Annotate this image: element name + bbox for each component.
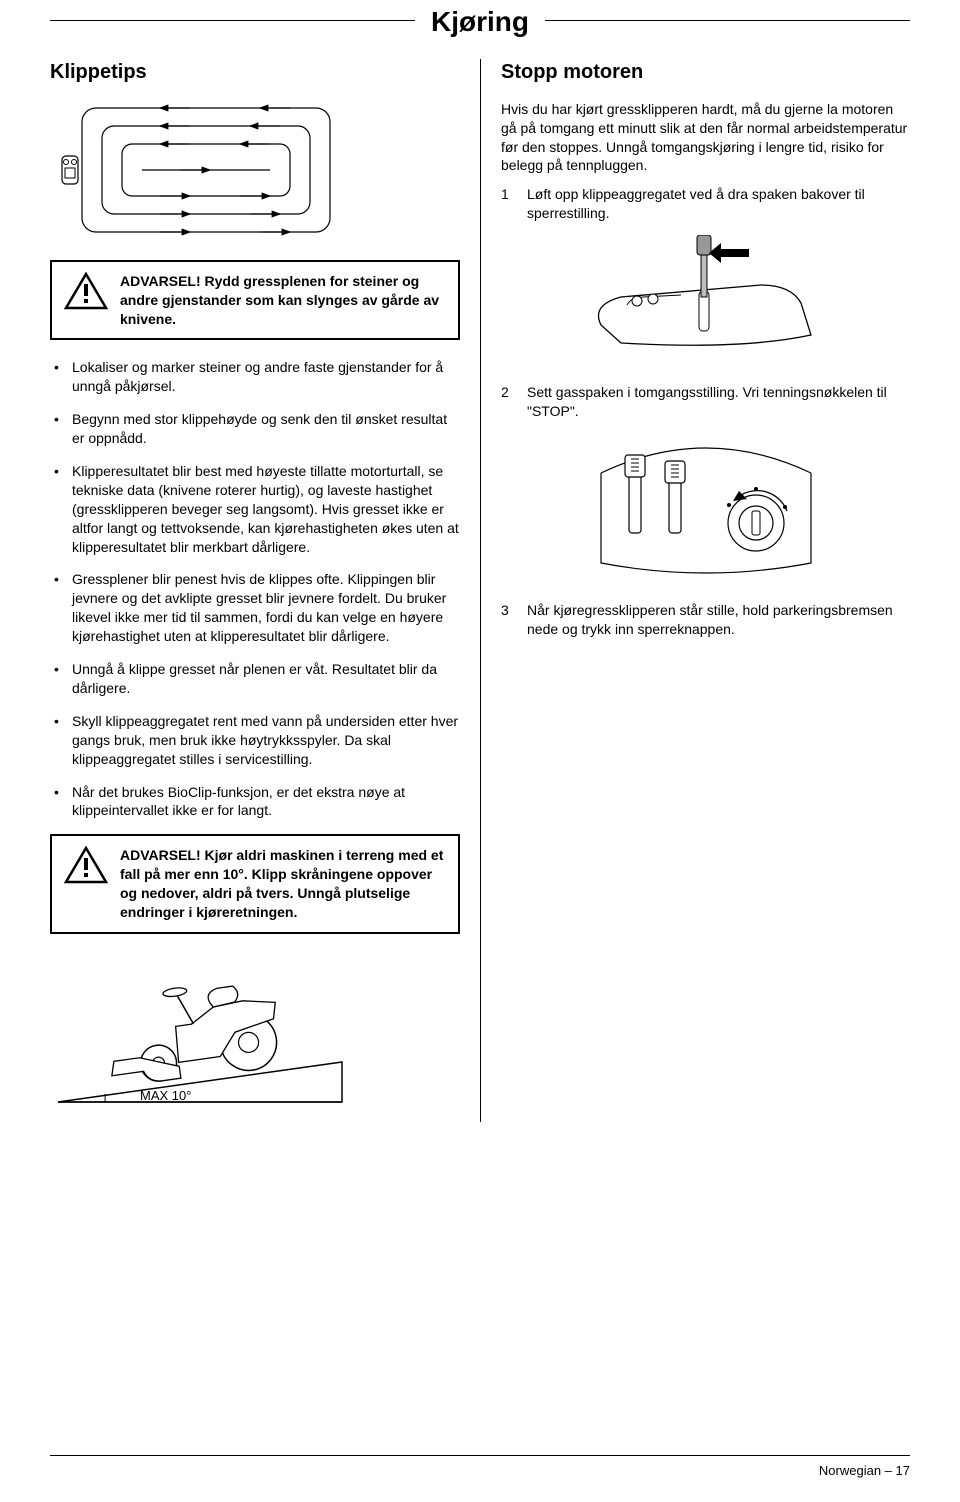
mowing-pattern-diagram xyxy=(60,100,340,240)
ignition-diagram xyxy=(591,433,821,583)
warning-icon xyxy=(64,272,108,315)
intro-para: Hvis du har kjørt gressklipperen hardt, … xyxy=(501,100,910,176)
step-number: 3 xyxy=(501,601,515,639)
footer-lang: Norwegian xyxy=(819,1463,881,1478)
step-number: 2 xyxy=(501,383,515,421)
warning-text-1: ADVARSEL! Rydd gressplenen for steiner o… xyxy=(120,272,446,329)
heading-klippetips: Klippetips xyxy=(50,59,460,86)
list-item: Klipperesultatet blir best med høyeste t… xyxy=(50,462,460,556)
list-item: Når det brukes BioClip-funksjon, er det … xyxy=(50,783,460,821)
list-item: Unngå å klippe gresset når plenen er våt… xyxy=(50,660,460,698)
footer-page: 17 xyxy=(896,1463,910,1478)
heading-stopp: Stopp motoren xyxy=(501,59,910,86)
step-2: 2 Sett gasspaken i tomgangsstilling. Vri… xyxy=(501,383,910,421)
warning-box-2: ADVARSEL! Kjør aldri maskinen i terreng … xyxy=(50,834,460,934)
step-number: 1 xyxy=(501,185,515,223)
list-item: Gressplener blir penest hvis de klippes … xyxy=(50,570,460,646)
step-text: Når kjøregressklipperen står stille, hol… xyxy=(527,601,910,639)
page-footer: Norwegian – 17 xyxy=(819,1462,910,1480)
step-text: Sett gasspaken i tomgangsstilling. Vri t… xyxy=(527,383,910,421)
page-title: Kjøring xyxy=(50,3,910,41)
list-item: Begynn med stor klippehøyde og senk den … xyxy=(50,410,460,448)
warning-box-1: ADVARSEL! Rydd gressplenen for steiner o… xyxy=(50,260,460,341)
tips-list: Lokaliser og marker steiner og andre fas… xyxy=(50,358,460,820)
warning-text-2: ADVARSEL! Kjør aldri maskinen i terreng … xyxy=(120,846,446,922)
list-item: Lokaliser og marker steiner og andre fas… xyxy=(50,358,460,396)
mower-slope-diagram: MAX 10° xyxy=(50,952,350,1122)
lever-diagram xyxy=(581,235,831,365)
list-item: Skyll klippeaggregatet rent med vann på … xyxy=(50,712,460,769)
step-3: 3 Når kjøregressklipperen står stille, h… xyxy=(501,601,910,639)
warning-icon xyxy=(64,846,108,889)
step-text: Løft opp klippeaggregatet ved å dra spak… xyxy=(527,185,910,223)
step-1: 1 Løft opp klippeaggregatet ved å dra sp… xyxy=(501,185,910,223)
max-angle-label: MAX 10° xyxy=(140,1088,191,1103)
